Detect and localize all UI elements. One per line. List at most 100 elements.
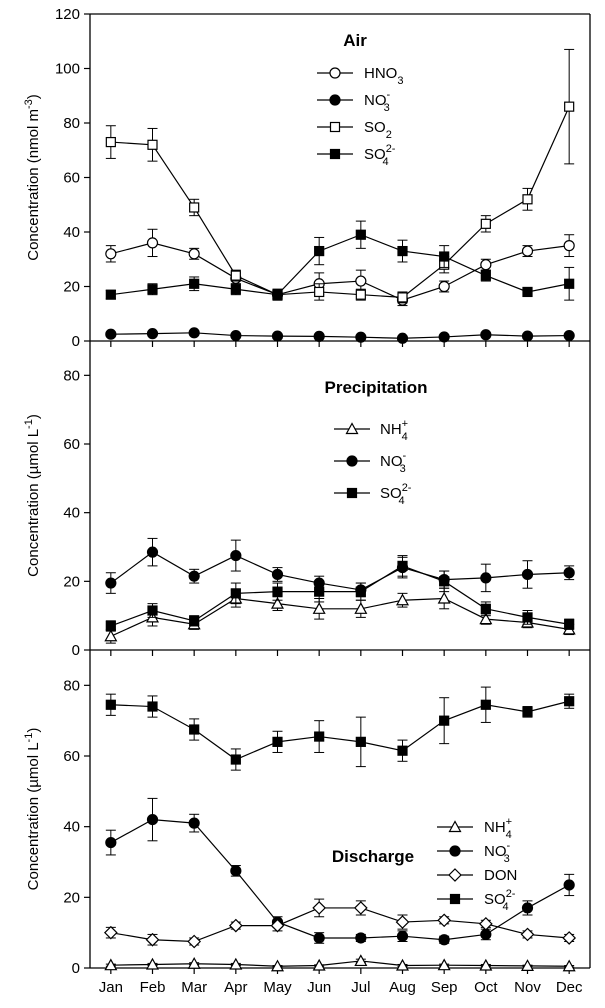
series-so42- — [105, 220, 575, 301]
data-point — [145, 932, 160, 947]
y-tick-label: 60 — [63, 436, 80, 453]
legend-item: NO-3 — [317, 89, 391, 114]
legend-label: SO2-4 — [484, 888, 516, 913]
data-point — [272, 586, 283, 597]
data-point — [146, 237, 159, 249]
data-point-shape — [270, 918, 285, 933]
data-point — [105, 699, 116, 710]
series-line — [110, 234, 570, 296]
x-tick-label: Sep — [431, 979, 458, 996]
data-point-shape — [564, 101, 575, 112]
data-point — [397, 245, 408, 257]
panel-title: Discharge — [332, 847, 414, 866]
data-point-shape — [187, 957, 201, 969]
data-point — [105, 248, 117, 260]
data-point — [395, 593, 410, 606]
data-point — [145, 957, 160, 970]
data-point — [480, 699, 491, 710]
legend-item: NO-3 — [437, 840, 511, 865]
data-point-shape — [522, 286, 533, 298]
data-point — [230, 329, 242, 342]
data-point — [313, 932, 325, 944]
data-point-shape — [230, 270, 241, 281]
data-point-shape — [355, 331, 367, 343]
panel-air: 0 20 40 60 80 100 120 Concentration (nmol m-3) A… — [23, 6, 591, 350]
data-point — [396, 332, 409, 344]
data-point — [104, 958, 118, 971]
data-point-shape — [230, 284, 241, 295]
panel-title: Air — [343, 31, 367, 50]
data-point — [147, 605, 158, 616]
data-point — [314, 286, 325, 298]
data-point-shape — [189, 724, 200, 735]
y-axis-label: Concentration (µmol L-1) — [23, 414, 42, 577]
data-point — [313, 330, 325, 342]
data-point — [522, 286, 533, 298]
data-point — [270, 918, 285, 933]
data-point-shape — [437, 958, 451, 971]
data-point — [354, 954, 368, 967]
y-tick-label: 20 — [63, 279, 80, 296]
data-point — [355, 586, 366, 597]
legend-item: NO-3 — [334, 450, 407, 475]
data-point-shape — [563, 567, 575, 579]
data-point-shape — [272, 736, 283, 747]
data-point — [228, 918, 243, 933]
legend: NH+ 4NO-3 DON SO2-4 — [437, 816, 517, 913]
data-point-shape — [188, 327, 200, 339]
data-point — [189, 615, 200, 626]
legend-marker-shape — [346, 455, 358, 467]
legend-marker — [448, 868, 462, 882]
data-point-shape — [147, 701, 158, 712]
data-point — [312, 901, 327, 915]
x-tick-label: Aug — [389, 979, 416, 996]
data-point-shape — [437, 913, 452, 928]
data-point — [189, 202, 200, 213]
legend-label: HNO3 — [364, 65, 403, 87]
data-point-shape — [314, 586, 325, 597]
legend-marker-shape — [329, 121, 341, 133]
series-line — [110, 106, 570, 299]
data-point-shape — [313, 932, 325, 944]
data-point — [437, 913, 452, 928]
data-point-shape — [146, 328, 159, 340]
legend-label: NO-3 — [484, 840, 511, 865]
data-point — [189, 278, 200, 289]
series-line — [110, 818, 570, 941]
legend-marker — [448, 820, 462, 833]
data-point-shape — [522, 612, 533, 623]
legend-item: SO2-4 — [334, 482, 412, 507]
data-point — [188, 327, 200, 339]
legend-marker — [329, 94, 341, 106]
data-point-shape — [521, 902, 534, 914]
data-point-shape — [270, 596, 285, 609]
data-point-shape — [397, 292, 408, 303]
series-line — [110, 907, 570, 943]
data-point — [397, 745, 408, 756]
data-point-shape — [105, 836, 117, 849]
y-axis-label: Concentration (nmol m-3) — [23, 94, 42, 261]
data-point — [521, 568, 534, 581]
data-point — [187, 957, 201, 969]
data-point-shape — [189, 202, 200, 213]
data-point — [312, 602, 326, 614]
data-point — [521, 902, 534, 914]
data-point — [480, 270, 491, 281]
data-point-shape — [353, 901, 368, 915]
data-point — [563, 329, 575, 342]
data-point — [230, 754, 241, 765]
data-point-shape — [145, 932, 160, 947]
data-point-shape — [396, 332, 409, 344]
data-point-shape — [146, 237, 159, 249]
data-point-shape — [355, 229, 366, 240]
series-no3- — [105, 537, 575, 598]
series-so42- — [105, 686, 575, 771]
data-point-shape — [395, 958, 410, 971]
data-point-shape — [564, 696, 575, 707]
data-point — [105, 328, 117, 340]
data-point — [104, 629, 118, 642]
data-point — [522, 612, 533, 623]
data-point — [105, 136, 116, 148]
data-point-shape — [355, 289, 366, 300]
